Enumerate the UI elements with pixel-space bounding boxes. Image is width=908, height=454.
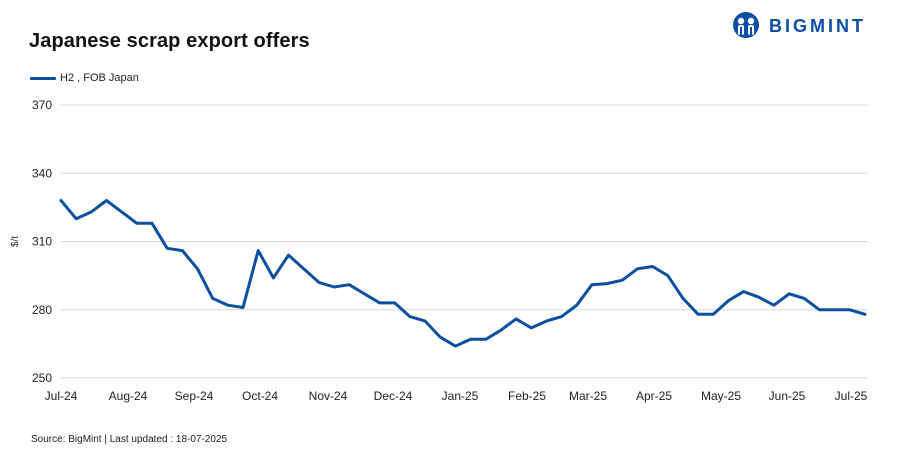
y-tick-label: 340 bbox=[32, 166, 52, 180]
series-line-h2-fob-japan bbox=[59, 199, 867, 348]
x-tick-label: Oct-24 bbox=[242, 389, 278, 403]
x-axis-ticks: Jul-24 Aug-24 Sep-24 Oct-24 Nov-24 Dec-24 Jan-… bbox=[45, 389, 868, 403]
gridlines bbox=[60, 104, 867, 379]
y-tick-label: 370 bbox=[32, 98, 52, 112]
brand-logo: BIGMINT bbox=[731, 12, 866, 40]
bigmint-logo-icon bbox=[733, 12, 759, 38]
legend-label: H2 , FOB Japan bbox=[60, 72, 139, 84]
x-tick-label: Jul-24 bbox=[45, 389, 78, 403]
x-tick-label: Sep-24 bbox=[175, 389, 214, 403]
x-tick-label: May-25 bbox=[701, 389, 741, 403]
x-tick-label: Feb-25 bbox=[508, 389, 546, 403]
x-tick-label: Mar-25 bbox=[569, 389, 607, 403]
y-tick-label: 310 bbox=[32, 235, 52, 249]
x-tick-label: Dec-24 bbox=[374, 389, 413, 403]
x-tick-label: Aug-24 bbox=[109, 389, 148, 403]
chart-title: Japanese scrap export offers bbox=[29, 30, 310, 52]
y-tick-label: 280 bbox=[32, 303, 52, 317]
brand-name: BIGMINT bbox=[769, 15, 866, 36]
y-tick-label: 250 bbox=[32, 371, 52, 385]
x-tick-label: Jul-25 bbox=[835, 389, 868, 403]
x-tick-label: Nov-24 bbox=[309, 389, 348, 403]
x-tick-label: Jan-25 bbox=[442, 389, 479, 403]
y-axis-ticks: 250 280 310 340 370 bbox=[32, 98, 52, 385]
source-note: Source: BigMint | Last updated : 18-07-2… bbox=[31, 434, 228, 445]
chart-legend: H2 , FOB Japan bbox=[30, 72, 139, 84]
x-tick-label: Jun-25 bbox=[769, 389, 806, 403]
x-tick-label: Apr-25 bbox=[636, 389, 672, 403]
legend-line-swatch bbox=[30, 76, 56, 80]
